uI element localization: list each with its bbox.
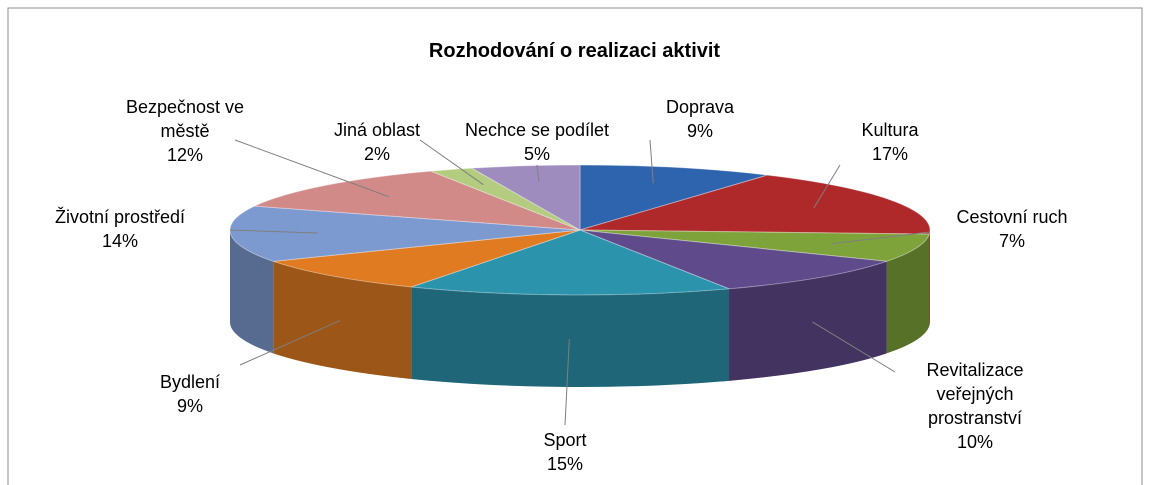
leader-line: [536, 164, 540, 182]
leader-line: [649, 139, 654, 184]
leader-line: [813, 164, 841, 209]
pie-slice: [579, 164, 768, 231]
pie-side-shade: [230, 230, 274, 354]
percent-label: 12%: [166, 145, 204, 165]
chart-title: Rozhodování o realizaci aktivit: [428, 40, 721, 62]
pie-sides: [230, 230, 930, 387]
percent-label: 9%: [686, 121, 714, 141]
category-label: Cestovní ruch: [956, 207, 1068, 227]
pie-side-shade: [929, 230, 930, 327]
pie-side-face: [886, 234, 930, 354]
pie-side-face: [411, 286, 730, 387]
percent-label: 7%: [998, 231, 1025, 251]
pie-slice: [470, 164, 581, 231]
category-label: Nechce se podílet: [464, 120, 610, 140]
pie-side-shade: [886, 234, 930, 354]
pie-side-shade: [729, 261, 887, 381]
leader-line: [812, 321, 896, 373]
category-label: Sport: [543, 430, 587, 450]
data-label: Revitalizace veřejných prostranství 10%: [900, 358, 1050, 454]
pie-slice: [411, 229, 730, 296]
leader-line: [229, 229, 319, 234]
pie-side-shade: [411, 286, 730, 387]
percent-label: 15%: [546, 454, 584, 474]
pie-side: [886, 234, 930, 354]
data-label: Bezpečnost ve městě 12%: [110, 95, 260, 167]
category-label: Jiná oblast: [333, 120, 421, 140]
data-label: Sport 15%: [543, 428, 586, 476]
data-label: Kultura 17%: [861, 118, 918, 166]
pie-side-shade: [273, 261, 412, 379]
category-label: Revitalizace veřejných prostranství: [926, 360, 1024, 428]
pie-side-face: [273, 261, 412, 379]
pie-side-face: [929, 230, 930, 327]
leader-line: [234, 139, 389, 198]
pie-side: [411, 286, 730, 387]
pie-slice: [229, 205, 581, 262]
percent-label: 14%: [101, 231, 139, 251]
pie-slice: [579, 229, 931, 262]
category-label: Bezpečnost ve městě: [125, 97, 245, 141]
percent-label: 2%: [363, 144, 390, 164]
category-label: Bydlení: [159, 372, 221, 392]
pie-side: [230, 230, 274, 354]
data-label: Nechce se podílet 5%: [465, 118, 609, 166]
category-label: Doprava: [665, 97, 735, 117]
pie-side: [729, 261, 887, 381]
pie-side-face: [230, 230, 274, 354]
data-label: Bydlení 9%: [160, 370, 220, 418]
pie-slice: [579, 229, 887, 290]
data-label: Doprava 9%: [666, 95, 734, 143]
pie-side: [929, 230, 930, 327]
data-label: Cestovní ruch 7%: [956, 205, 1067, 253]
pie-side: [273, 261, 412, 379]
percent-label: 17%: [871, 144, 909, 164]
percent-label: 10%: [956, 432, 994, 452]
pie-slice: [579, 174, 931, 235]
category-label: Životní prostředí: [54, 207, 186, 227]
data-label: Jiná oblast 2%: [334, 118, 420, 166]
leader-line: [419, 139, 484, 186]
percent-label: 9%: [176, 396, 204, 416]
pie-slice: [430, 167, 581, 231]
leader-line: [564, 338, 570, 426]
pie-slice: [252, 170, 581, 231]
leader-line: [239, 320, 341, 366]
category-label: Kultura: [861, 120, 919, 140]
chart-border: [7, 7, 1143, 485]
pie-slice: [273, 229, 581, 288]
pie-side-face: [729, 261, 887, 381]
leader-line: [832, 231, 931, 245]
percent-label: 5%: [523, 144, 550, 164]
data-label: Životní prostředí 14%: [55, 205, 185, 253]
